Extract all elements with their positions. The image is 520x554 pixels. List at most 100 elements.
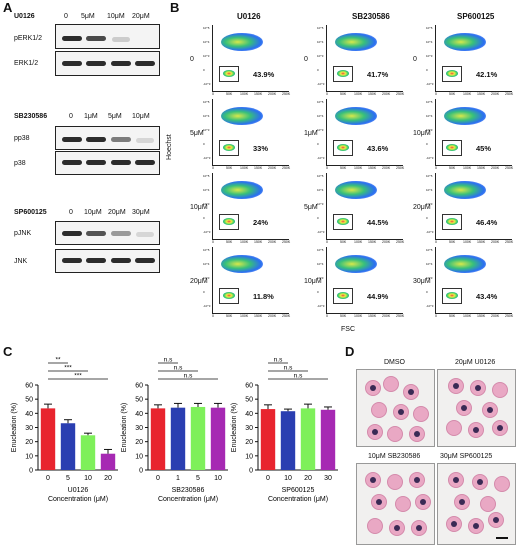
significance-label: n.s: [164, 357, 173, 364]
flow-y-tick: 10^5: [426, 174, 433, 178]
flow-cytometry-panel: U0126 SB230586 SP600125 Hoechst FSC 43.9…: [166, 0, 520, 335]
erythroid-cell: [411, 520, 427, 536]
y-axis-label: Enucleation (%): [231, 403, 238, 452]
flow-x-tick: 150K: [368, 240, 377, 244]
flow-y-tick: 10^3: [317, 276, 324, 280]
erythroid-cell: [480, 496, 496, 512]
flow-y-tick: 10^4: [203, 262, 210, 266]
flow-plot: 24%: [212, 173, 289, 240]
flow-x-tick: 50K: [226, 314, 233, 318]
flow-x-tick: 100K: [463, 166, 472, 170]
flow-x-tick: 200K: [268, 166, 277, 170]
enucleated-population: [337, 144, 349, 151]
cell-population: [335, 33, 377, 51]
blot-strip: [55, 249, 160, 273]
flow-x-tick: 100K: [240, 314, 249, 318]
flow-y-tick: 10^3: [203, 276, 210, 280]
bar: [210, 407, 226, 470]
flow-y-tick: 10^5: [317, 174, 324, 178]
flow-x-tick: 50K: [340, 240, 347, 244]
x-tick-label: 10: [284, 475, 292, 482]
y-tick-label: 40: [135, 411, 143, 418]
significance-label: **: [55, 357, 61, 364]
significance-label: ***: [74, 373, 82, 380]
enucleated-population: [223, 218, 235, 225]
y-tick-label: 20: [135, 439, 143, 446]
flow-y-tick: -10^3: [203, 230, 211, 234]
bar: [280, 411, 296, 470]
flow-y-tick: 0: [317, 216, 319, 220]
flow-dose-label: 30μM: [413, 278, 431, 285]
erythroid-cell: [395, 496, 411, 512]
flow-x-tick: 100K: [463, 314, 472, 318]
enucleation-percent: 42.1%: [476, 70, 498, 79]
flow-y-tick: -10^3: [317, 156, 325, 160]
erythroid-cell: [365, 380, 381, 396]
flow-y-tick: -10^3: [203, 156, 211, 160]
flow-dose-label: 10μM: [190, 204, 208, 211]
flow-x-tick: 250K: [396, 166, 405, 170]
flow-x-tick: 200K: [268, 240, 277, 244]
panel-label-b: B: [170, 0, 180, 15]
cell-nucleus: [370, 477, 376, 483]
flow-x-tick: 50K: [226, 166, 233, 170]
flow-y-tick: 10^3: [426, 202, 433, 206]
blot-dose: 20μM: [108, 209, 126, 216]
blot-strip: [55, 24, 160, 49]
enucleated-population: [337, 70, 349, 77]
flow-y-tick: 0: [426, 68, 428, 72]
y-tick-label: 30: [25, 425, 33, 432]
flow-y-tick: 10^3: [203, 128, 210, 132]
y-tick-label: 10: [245, 453, 253, 460]
enucleation-percent: 41.7%: [367, 70, 389, 79]
flow-plot: 44.5%: [326, 173, 403, 240]
flow-y-tick: 10^5: [317, 26, 324, 30]
bar: [300, 408, 316, 470]
erythroid-cell: [472, 474, 488, 490]
flow-y-tick: -10^3: [426, 230, 434, 234]
flow-dose-label: 5μM: [304, 204, 318, 211]
blot-dose: 20μM: [132, 13, 150, 20]
cell-nucleus: [475, 385, 481, 391]
flow-y-tick: 10^5: [426, 100, 433, 104]
cell-nucleus: [477, 479, 483, 485]
blot-strip: [55, 126, 160, 150]
erythroid-cell: [365, 472, 381, 488]
blot-row-label: pERK1/2: [14, 35, 43, 42]
flow-col-title: SB230586: [352, 12, 390, 21]
cell-nucleus: [461, 405, 467, 411]
flow-x-tick: 200K: [491, 92, 500, 96]
flow-y-tick: 10^5: [203, 26, 210, 30]
y-tick-label: 10: [135, 453, 143, 460]
flow-x-tick: 200K: [491, 314, 500, 318]
gate-box: [442, 140, 462, 156]
flow-x-tick: 100K: [463, 92, 472, 96]
y-tick-label: 10: [25, 453, 33, 460]
blot-drug-label: SP600125: [14, 209, 47, 216]
flow-x-tick: 0: [435, 314, 437, 318]
cell-population: [221, 33, 263, 51]
flow-x-tick: 100K: [354, 92, 363, 96]
blot-dose: 0: [69, 113, 73, 120]
flow-y-tick: -10^3: [317, 230, 325, 234]
flow-dose-label: 10μM: [413, 130, 431, 137]
y-tick-label: 0: [29, 468, 33, 475]
cell-nucleus: [473, 523, 479, 529]
flow-x-tick: 150K: [254, 314, 263, 318]
micro-image-u0126: [437, 369, 516, 447]
western-blot-panel: U0126 0 5μM 10μM 20μM pERK1/2 ERK1/2 SB2…: [0, 0, 165, 300]
flow-x-tick: 150K: [254, 166, 263, 170]
blot-dose: 5μM: [108, 113, 122, 120]
cell-population: [221, 181, 263, 199]
flow-y-tick: 10^4: [426, 262, 433, 266]
blot-drug-label: SB230586: [14, 113, 48, 120]
flow-col-title: SP600125: [457, 12, 495, 21]
x-axis-label: Concentration (μM): [48, 496, 108, 503]
flow-y-tick: 10^4: [317, 262, 324, 266]
enucleated-population: [223, 70, 235, 77]
flow-x-tick: 0: [435, 166, 437, 170]
significance-label: ***: [64, 365, 72, 372]
flow-y-tick: 10^3: [426, 276, 433, 280]
flow-x-tick: 100K: [354, 314, 363, 318]
